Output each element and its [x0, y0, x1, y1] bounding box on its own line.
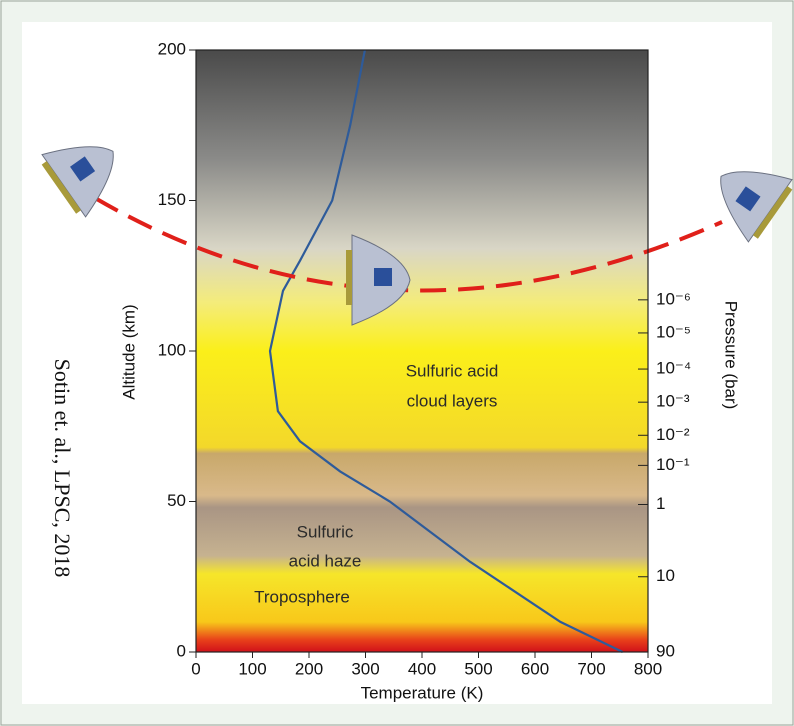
y2-tick-label: 10⁻³ — [656, 392, 690, 411]
annotation: Troposphere — [254, 587, 350, 606]
y2-tick-label: 1 — [656, 494, 665, 513]
y2-axis-label: Pressure (bar) — [722, 301, 741, 410]
x-tick-label: 100 — [238, 659, 266, 678]
x-tick-label: 300 — [351, 659, 379, 678]
y2-tick-label: 10⁻⁴ — [656, 359, 691, 378]
figure: Sotin et. al., LPSC, 2018 Altitude (km) … — [0, 0, 794, 726]
y2-tick-label: 10⁻⁵ — [656, 322, 691, 341]
plot-area — [196, 50, 648, 652]
y2-tick-label: 10⁻¹ — [656, 455, 690, 474]
y2-tick-label: 10 — [656, 566, 675, 585]
y-tick-label: 0 — [177, 641, 186, 660]
x-tick-label: 0 — [191, 659, 200, 678]
y-tick-label: 200 — [158, 39, 186, 58]
y2-tick-label: 10⁻⁶ — [656, 289, 691, 308]
x-axis-label: Temperature (K) — [361, 683, 484, 702]
x-tick-label: 200 — [295, 659, 323, 678]
y2-tick-label: 90 — [656, 641, 675, 660]
x-tick-label: 600 — [521, 659, 549, 678]
y-tick-label: 150 — [158, 190, 186, 209]
y2-tick-label: 10⁻² — [656, 425, 690, 444]
annotation: acid haze — [289, 551, 362, 570]
annotation: Sulfuric acid — [406, 361, 499, 380]
x-tick-label: 700 — [577, 659, 605, 678]
y-tick-label: 100 — [158, 340, 186, 359]
y-axis-label: Altitude (km) — [119, 304, 138, 399]
y-tick-label: 50 — [167, 491, 186, 510]
x-tick-label: 500 — [464, 659, 492, 678]
citation: Sotin et. al., LPSC, 2018 — [50, 359, 75, 578]
annotation: cloud layers — [407, 391, 498, 410]
x-tick-label: 400 — [408, 659, 436, 678]
x-tick-label: 800 — [634, 659, 662, 678]
annotation: Sulfuric — [297, 522, 354, 541]
